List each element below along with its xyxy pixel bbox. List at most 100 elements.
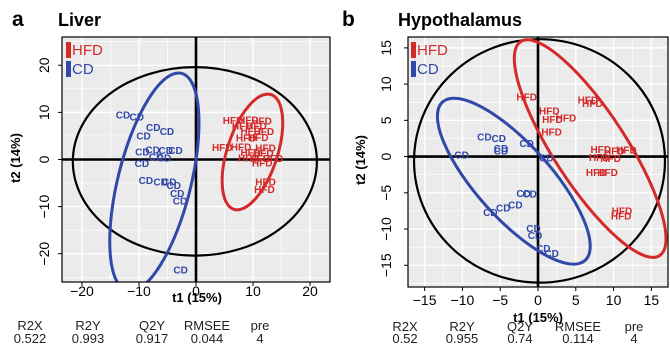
data-point-cd: CD [477,133,491,144]
data-point-hfd: HFD [240,127,261,138]
data-point-cd: CD [491,134,505,145]
data-point-cd: CD [139,176,153,187]
ellipses [412,38,668,284]
data-point-cd: CD [135,147,149,158]
data-point-hfd: HFD [250,154,271,165]
panel-letter-a: a [12,8,24,31]
legend-swatch-cd [411,61,416,77]
data-point-hfd: HFD [600,154,621,165]
data-point-hfd: HFD [611,211,632,222]
legend-label-hfd: HFD [72,42,103,59]
data-point-hfd: HFD [223,116,244,127]
x-tick-label: −10 [451,292,475,308]
data-point-hfd: HFD [238,154,259,165]
stats-header: R2Y [449,319,475,334]
ellipse-hfd [220,92,285,212]
stats-header: Q2Y [507,319,533,334]
legend-label-cd: CD [72,61,94,78]
data-point-hfd: HFD [248,133,269,144]
data-point-cd: CD [170,189,184,200]
data-point-cd: CD [526,224,540,235]
legend: HFD CD [411,42,448,78]
data-point-cd: CD [153,178,167,189]
stats-value: 0.955 [446,331,479,346]
stats-header: pre [625,319,644,334]
data-point-cd: CD [129,113,143,124]
data-point-cd: CD [162,178,176,189]
panel-letter-b: b [342,8,355,31]
data-point-cd: CD [136,131,150,142]
x-tick-label: 10 [606,292,622,308]
y-tick-label: 0 [378,152,394,160]
stats-value: 4 [630,331,637,346]
x-tick-label: 0 [534,292,542,308]
ellipse-cd [108,71,201,282]
stats-header: pre [251,318,270,333]
panel-title-liver: Liver [58,10,101,30]
ellipses [71,66,318,282]
data-point-hfd: HFD [236,133,257,144]
data-point-cd: CD [145,146,159,157]
stats-header: R2X [17,318,43,333]
data-point-cd: CD [483,208,497,219]
data-point-cd: CD [168,146,182,157]
y-tick-label: 5 [378,116,394,124]
data-point-hfd: HFD [255,178,276,189]
data-point-hfd: HFD [616,146,637,157]
x-tick-label: 20 [302,283,318,299]
legend-swatch-hfd [411,42,416,58]
data-point-hfd: HFD [542,115,563,126]
data-point-cd: CD [149,153,163,164]
data-point-hfd: HFD [253,148,274,159]
data-point-cd: CD [496,204,510,215]
y-axis-label: t2 (14%) [353,135,368,185]
y-axis-label: t2 (14%) [8,133,23,183]
data-point-cd: CD [536,244,550,255]
data-point-hfd: HFD [254,185,275,196]
stats-value: 0.74 [507,331,532,346]
data-point-hfd: HFD [238,115,259,126]
data-point-cd: CD [173,196,187,207]
data-point-cd: CD [494,146,508,157]
stats-value: 0.917 [136,331,169,346]
data-point-hfd: HFD [255,144,276,155]
data-point-hfd: HFD [251,116,272,127]
data-point-hfd: HFD [604,146,625,157]
data-point-hfd: HFD [578,96,599,107]
x-tick-label: 10 [245,283,261,299]
liver-panel: a Liver t1 (15%) t2 (14%) HFDHFDHFDHFDHF… [8,8,331,346]
data-point-cd: CD [516,189,530,200]
data-point-cd: CD [544,249,558,260]
y-tick-label: 10 [378,76,394,92]
x-tick-label: −20 [70,283,94,299]
data-point-hfd: HFD [539,106,560,117]
y-tick-label: 10 [36,104,52,120]
data-point-hfd: HFD [541,127,562,138]
x-tick-label: −15 [413,292,437,308]
data-point-cd: CD [173,266,187,277]
legend: HFD CD [66,42,103,78]
ellipse-hfd [512,38,668,259]
data-point-cd: CD [160,127,174,138]
x-tick-label: 0 [192,283,200,299]
ellipse-overall [412,38,667,284]
data-point-cd: CD [528,231,542,242]
ellipse-cd [435,96,592,266]
data-point-cd: CD [135,159,149,170]
data-point-hfd: HFD [556,114,577,125]
data-point-hfd: HFD [232,122,253,133]
data-point-cd: CD [539,154,553,165]
data-point-cd: CD [519,139,533,150]
data-point-cd: CD [116,111,130,122]
y-tick-label: 0 [36,155,52,163]
x-tick-label: −5 [492,292,508,308]
stats-value: 4 [256,331,263,346]
y-tick-label: 15 [378,40,394,56]
data-point-hfd: HFD [246,122,267,133]
data-point-hfd: HFD [252,158,273,169]
stats-header: R2X [392,319,418,334]
